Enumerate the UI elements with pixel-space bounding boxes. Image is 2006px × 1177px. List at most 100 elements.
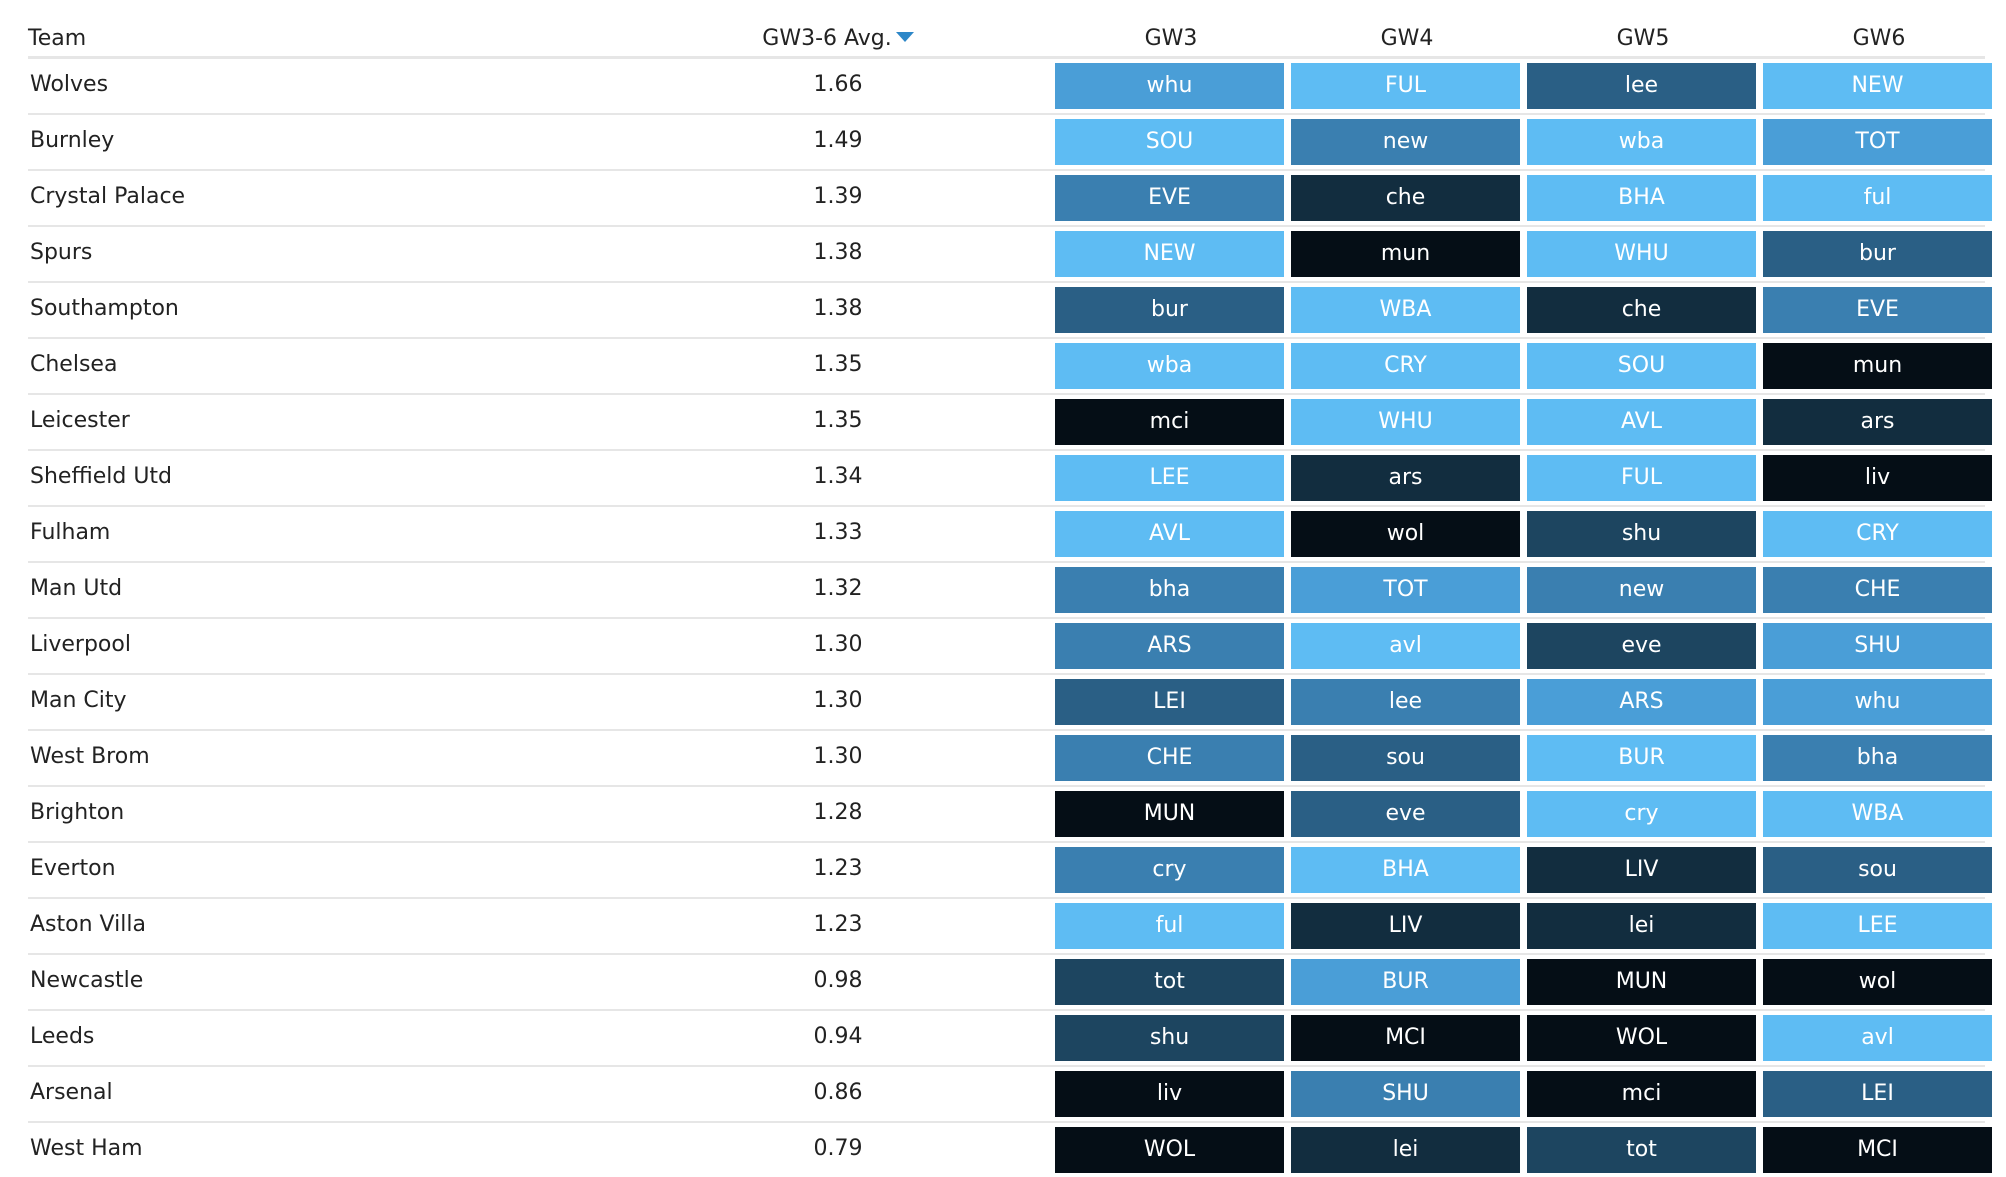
avg-difficulty: 1.38 [813, 240, 863, 265]
fixture-cell-gw4: new [1291, 119, 1520, 165]
fixture-cell-gw6: TOT [1763, 119, 1992, 165]
table-row: Leeds 0.94 shu MCI WOL avl [28, 1011, 1992, 1067]
table-row: Everton 1.23 cry BHA LIV sou [28, 843, 1992, 899]
fixture-cell-gw5: eve [1527, 623, 1756, 669]
fixture-cell-gw3: wba [1055, 343, 1284, 389]
fixture-cell-gw5: BHA [1527, 175, 1756, 221]
team-name: Crystal Palace [30, 184, 186, 209]
fixture-cell-gw4: sou [1291, 735, 1520, 781]
team-name: Chelsea [30, 352, 118, 377]
column-header-avg-label: GW3-6 Avg. [762, 26, 892, 51]
fixture-cell-gw5: lee [1527, 63, 1756, 109]
table-row: Newcastle 0.98 tot BUR MUN wol [28, 955, 1992, 1011]
avg-difficulty: 1.34 [813, 464, 863, 489]
fixture-cell-gw6: sou [1763, 847, 1992, 893]
fixture-cell-gw5: tot [1527, 1127, 1756, 1173]
fixture-cell-gw5: AVL [1527, 399, 1756, 445]
avg-difficulty: 0.79 [813, 1136, 863, 1161]
fixture-cell-gw6: MCI [1763, 1127, 1992, 1173]
fixture-cell-gw3: cry [1055, 847, 1284, 893]
fixture-cell-gw6: ful [1763, 175, 1992, 221]
fixture-cell-gw4: FUL [1291, 63, 1520, 109]
fixture-cell-gw6: bha [1763, 735, 1992, 781]
avg-difficulty: 1.30 [813, 688, 863, 713]
team-name: Man Utd [30, 576, 123, 601]
team-name: Everton [30, 856, 116, 881]
fixture-difficulty-table: Team GW3-6 Avg. GW3 GW4 GW5 GW6 Wolves 1.… [28, 0, 1992, 1177]
fixture-cell-gw6: SHU [1763, 623, 1992, 669]
team-name: Arsenal [30, 1080, 113, 1105]
table-row: Man Utd 1.32 bha TOT new CHE [28, 563, 1992, 619]
fixture-cell-gw5: shu [1527, 511, 1756, 557]
column-header-gw4[interactable]: GW4 [1380, 26, 1434, 51]
fixture-cell-gw6: wol [1763, 959, 1992, 1005]
avg-difficulty: 1.33 [813, 520, 863, 545]
table-row: West Brom 1.30 CHE sou BUR bha [28, 731, 1992, 787]
fixture-cell-gw5: LIV [1527, 847, 1756, 893]
fixture-cell-gw5: SOU [1527, 343, 1756, 389]
fixture-cell-gw4: ars [1291, 455, 1520, 501]
team-name: Liverpool [30, 632, 131, 657]
fixture-cell-gw5: MUN [1527, 959, 1756, 1005]
fixture-cell-gw5: ARS [1527, 679, 1756, 725]
fixture-cell-gw4: WHU [1291, 399, 1520, 445]
avg-difficulty: 0.86 [813, 1080, 863, 1105]
fixture-cell-gw5: che [1527, 287, 1756, 333]
fixture-cell-gw6: bur [1763, 231, 1992, 277]
avg-difficulty: 1.35 [813, 408, 863, 433]
column-header-gw3[interactable]: GW3 [1144, 26, 1198, 51]
avg-difficulty: 1.38 [813, 296, 863, 321]
fixture-cell-gw5: WHU [1527, 231, 1756, 277]
table-row: Arsenal 0.86 liv SHU mci LEI [28, 1067, 1992, 1123]
fixture-cell-gw4: che [1291, 175, 1520, 221]
sort-descending-icon[interactable] [895, 32, 914, 42]
team-name: Leeds [30, 1024, 95, 1049]
fixture-cell-gw3: LEI [1055, 679, 1284, 725]
fixture-cell-gw5: WOL [1527, 1015, 1756, 1061]
avg-difficulty: 1.66 [813, 72, 863, 97]
fixture-cell-gw3: SOU [1055, 119, 1284, 165]
avg-difficulty: 0.98 [813, 968, 863, 993]
avg-difficulty: 1.49 [813, 128, 863, 153]
table-header: Team GW3-6 Avg. GW3 GW4 GW5 GW6 [28, 0, 1985, 59]
table-row: Chelsea 1.35 wba CRY SOU mun [28, 339, 1992, 395]
fixture-cell-gw5: new [1527, 567, 1756, 613]
fixture-cell-gw4: BUR [1291, 959, 1520, 1005]
fixture-cell-gw3: ARS [1055, 623, 1284, 669]
table-row: Leicester 1.35 mci WHU AVL ars [28, 395, 1992, 451]
table-row: Liverpool 1.30 ARS avl eve SHU [28, 619, 1992, 675]
table-row: Aston Villa 1.23 ful LIV lei LEE [28, 899, 1992, 955]
avg-difficulty: 1.30 [813, 632, 863, 657]
team-name: Aston Villa [30, 912, 146, 937]
fixture-cell-gw6: ars [1763, 399, 1992, 445]
column-header-gw6[interactable]: GW6 [1852, 26, 1906, 51]
fixture-cell-gw4: SHU [1291, 1071, 1520, 1117]
fixture-cell-gw4: avl [1291, 623, 1520, 669]
team-name: Spurs [30, 240, 93, 265]
fixture-cell-gw6: WBA [1763, 791, 1992, 837]
fixture-cell-gw6: liv [1763, 455, 1992, 501]
avg-difficulty: 1.32 [813, 576, 863, 601]
column-header-team[interactable]: Team [28, 26, 87, 51]
avg-difficulty: 1.39 [813, 184, 863, 209]
fixture-cell-gw6: avl [1763, 1015, 1992, 1061]
column-header-gw5[interactable]: GW5 [1616, 26, 1670, 51]
table-row: Crystal Palace 1.39 EVE che BHA ful [28, 171, 1992, 227]
fixture-cell-gw3: WOL [1055, 1127, 1284, 1173]
table-row: Burnley 1.49 SOU new wba TOT [28, 115, 1992, 171]
table-row: Spurs 1.38 NEW mun WHU bur [28, 227, 1992, 283]
fixture-cell-gw4: wol [1291, 511, 1520, 557]
fixture-cell-gw4: mun [1291, 231, 1520, 277]
fixture-cell-gw3: CHE [1055, 735, 1284, 781]
team-name: Southampton [30, 296, 179, 321]
team-name: Sheffield Utd [30, 464, 173, 489]
fixture-cell-gw6: mun [1763, 343, 1992, 389]
fixture-cell-gw5: mci [1527, 1071, 1756, 1117]
fixture-cell-gw3: bha [1055, 567, 1284, 613]
fixture-cell-gw4: TOT [1291, 567, 1520, 613]
column-header-avg[interactable]: GW3-6 Avg. [728, 26, 948, 51]
fixture-cell-gw3: ful [1055, 903, 1284, 949]
team-name: Brighton [30, 800, 125, 825]
fixture-cell-gw6: LEI [1763, 1071, 1992, 1117]
fixture-cell-gw3: whu [1055, 63, 1284, 109]
